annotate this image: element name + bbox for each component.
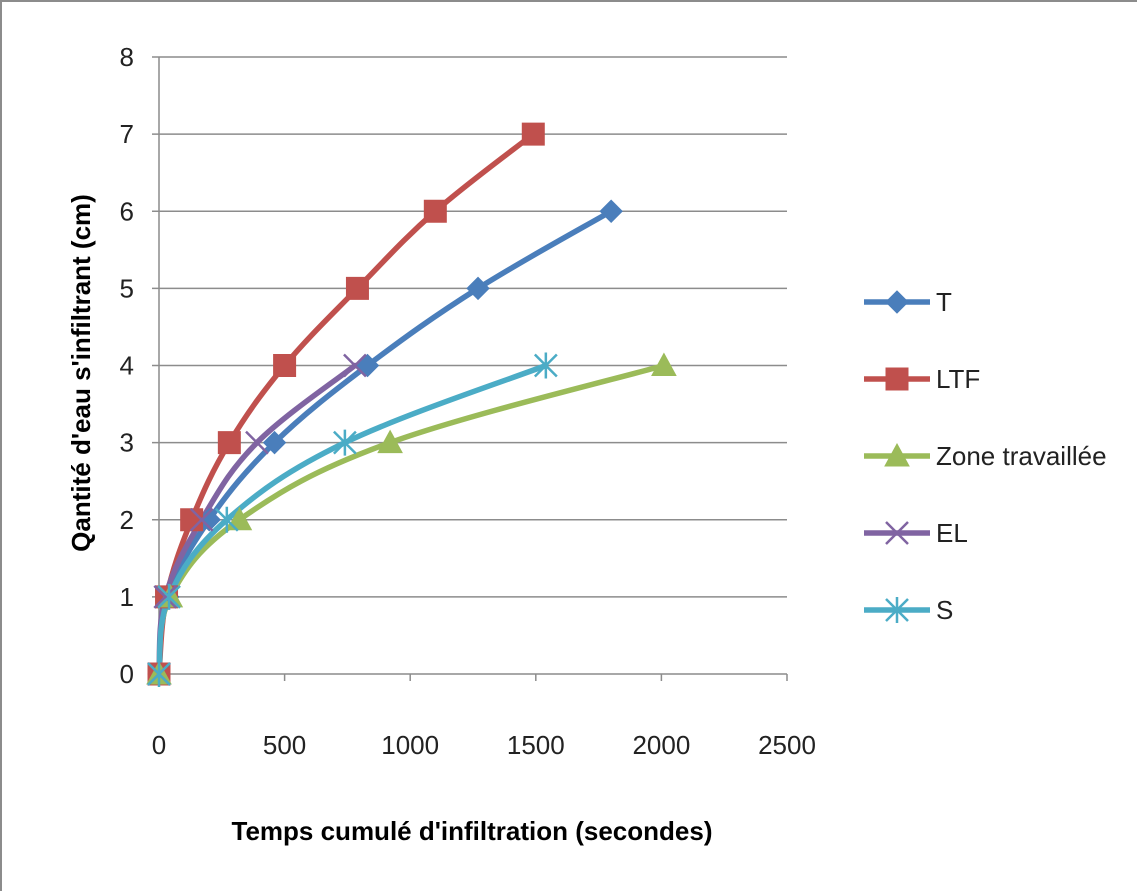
series-lines: [156, 131, 667, 677]
data-point-ltf-6: [423, 199, 447, 223]
data-point-ltf-4: [273, 354, 297, 377]
x-tick-label-3: 1500: [507, 730, 565, 760]
gridlines: [159, 56, 787, 598]
x-tick-label-1: 500: [263, 730, 306, 760]
legend-marker-el: [885, 521, 909, 545]
legend-marker-t: [885, 290, 909, 314]
x-tick-label-4: 2000: [632, 730, 690, 760]
x-axis-title: Temps cumulé d'infiltration (secondes): [232, 816, 713, 846]
data-point-t-6: [599, 199, 623, 223]
data-point-el-4: [343, 353, 367, 378]
data-point-zone-travaillée-3: [377, 429, 403, 454]
data-point-s-0: [147, 661, 171, 687]
data-point-t-3: [262, 430, 287, 455]
y-tick-label-6: 6: [120, 196, 134, 226]
y-tick-label-4: 4: [120, 351, 134, 381]
y-tick-label-3: 3: [120, 428, 134, 458]
legend-marker-s: [885, 597, 909, 623]
y-tick-label-0: 0: [120, 659, 134, 689]
data-point-ltf-7: [521, 122, 545, 146]
series-line-ltf: [156, 131, 537, 677]
data-point-el-3: [245, 430, 269, 455]
data-point-ltf-2: [180, 508, 204, 532]
y-axis-title: Qantité d'eau s'infiltrant (cm): [66, 194, 96, 552]
data-point-ltf-3: [217, 431, 241, 455]
data-point-el-1: [153, 584, 178, 609]
data-point-zone-travaillée-4: [651, 352, 677, 376]
y-tick-label-8: 8: [120, 42, 134, 72]
data-point-ltf-5: [345, 276, 369, 300]
y-tick-label-1: 1: [120, 582, 134, 612]
x-tick-label-0: 0: [152, 730, 166, 760]
legend: T LTF Zone travaillée EL S: [864, 287, 1107, 625]
y-tick-label-2: 2: [120, 505, 134, 535]
y-tick-label-5: 5: [120, 273, 134, 303]
x-tick-label-2: 1000: [381, 730, 439, 760]
data-point-s-2: [214, 506, 239, 533]
data-point-el-2: [189, 507, 214, 532]
axes: [152, 56, 788, 681]
data-point-s-4: [533, 352, 558, 379]
data-point-zone-travaillée-2: [226, 506, 253, 531]
series-markers: [146, 122, 677, 687]
legend-label-zone-travaillée: Zone travaillée: [936, 441, 1107, 471]
legend-label-s: S: [936, 595, 953, 625]
y-tick-label-7: 7: [120, 119, 134, 149]
legend-label-ltf: LTF: [936, 364, 980, 394]
legend-marker-ltf: [885, 367, 909, 391]
data-point-s-3: [333, 429, 357, 456]
data-point-t-5: [466, 276, 490, 301]
tick-labels: 0 1 2 3 4 5 6 7 8 0 500 1000 1500 2000 2500: [120, 42, 816, 760]
legend-label-el: EL: [936, 518, 968, 548]
x-tick-label-5: 2500: [758, 730, 816, 760]
legend-label-t: T: [936, 287, 952, 317]
legend-marker-zone-travaillée: [884, 442, 910, 467]
data-point-s-1: [157, 583, 181, 610]
